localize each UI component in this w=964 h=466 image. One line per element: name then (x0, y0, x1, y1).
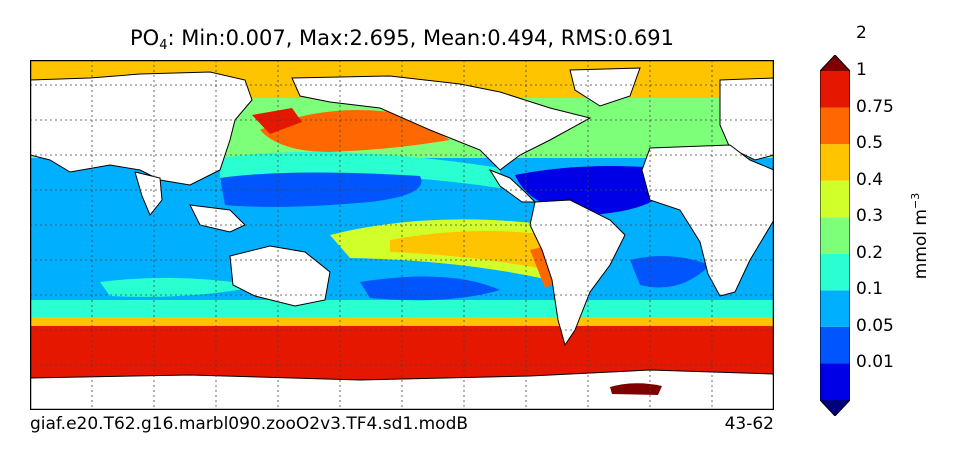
colorbar-tick-label: 0.01 (856, 352, 894, 373)
colorbar-segment (820, 290, 850, 327)
colorbar-tick-label: 0.3 (856, 206, 884, 227)
colorbar-tick-label: 0.4 (856, 169, 884, 190)
colorbar-label: mmol m−3 (909, 193, 931, 279)
ocean-zone-weddell-dark (610, 383, 662, 395)
map-frame (30, 60, 774, 410)
colorbar-segment (820, 180, 850, 218)
colorbar-extend-min (820, 400, 850, 416)
colorbar-tick-label: 0.2 (856, 242, 884, 263)
ocean-zone-okhotsk-red (252, 108, 302, 134)
ocean-zone-south-pacific-gyre (360, 276, 500, 301)
colorbar-label-exponent: −3 (909, 192, 923, 209)
colorbar-tick-label: 0.5 (856, 133, 884, 154)
ocean-zone-pacific-transition (220, 151, 500, 188)
colorbar-segment (820, 217, 850, 254)
title-subscript: 4 (159, 38, 168, 53)
land-australia (229, 245, 331, 307)
land-eurasia-west (719, 77, 774, 161)
case-name-label: giaf.e20.T62.g16.marbl090.zooO2v3.TF4.sd… (30, 414, 469, 434)
colorbar-label-units: mmol m (910, 209, 931, 280)
colorbar-tick-label: 0.75 (856, 96, 894, 117)
ocean-zone-south-atlantic-gyre (630, 256, 710, 288)
colorbar-segment (820, 326, 850, 364)
ocean-zone-north-pacific-orange (260, 110, 450, 152)
colorbar-tick-label: 1 (856, 60, 867, 80)
land-africa (641, 144, 774, 297)
colorbar (820, 55, 850, 416)
land-eurasia (30, 71, 253, 186)
colorbar-segment (820, 253, 850, 291)
colorbar-segment (820, 71, 850, 108)
land-india (134, 171, 163, 216)
colorbar-tick-label: 2 (856, 23, 867, 44)
map-title: PO4: Min:0.007, Max:2.695, Mean:0.494, R… (30, 26, 774, 53)
land-greenland (569, 67, 641, 107)
colorbar-segment (820, 144, 850, 181)
colorbar-tick-label: 0.1 (856, 279, 884, 300)
title-stats: : Min:0.007, Max:2.695, Mean:0.494, RMS:… (167, 26, 674, 50)
colorbar-segment (820, 107, 850, 145)
colorbar-tick-label: 0.05 (856, 315, 894, 336)
years-label: 43-62 (724, 414, 774, 434)
colorbar-segment (820, 363, 850, 400)
map-canvas (30, 60, 774, 410)
title-variable: PO (130, 26, 160, 50)
phosphate-map (30, 60, 774, 410)
ocean-zone-indian-south (100, 277, 260, 297)
colorbar-extend-max (820, 55, 850, 71)
